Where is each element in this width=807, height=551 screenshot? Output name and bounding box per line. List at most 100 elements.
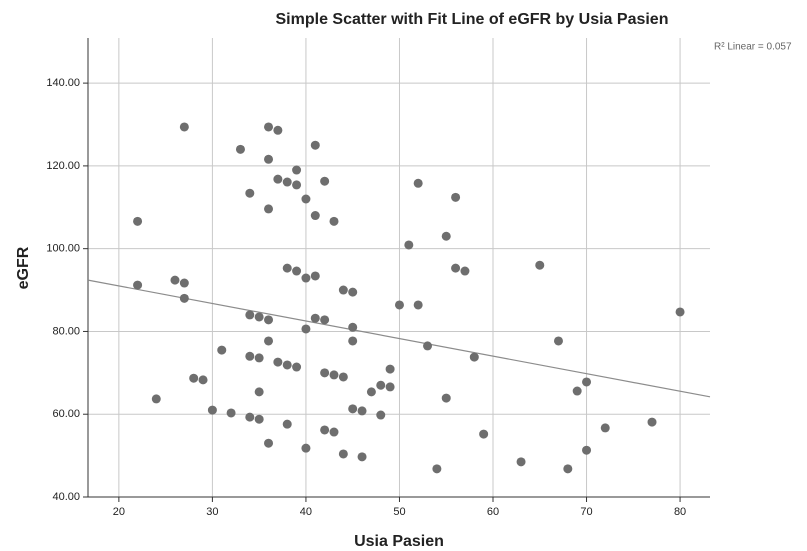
point — [404, 240, 414, 250]
point — [357, 406, 367, 416]
point — [301, 194, 311, 204]
point — [273, 174, 283, 184]
point — [469, 352, 479, 362]
point — [348, 336, 358, 346]
point — [198, 375, 208, 385]
x-axis-title: Usia Pasien — [354, 533, 444, 550]
r2-annotation: R² Linear = 0.057 — [714, 42, 792, 53]
point — [226, 408, 236, 418]
point — [264, 315, 274, 325]
point — [310, 140, 320, 150]
fit-line — [87, 279, 711, 398]
point — [170, 275, 180, 285]
point — [451, 192, 461, 202]
x-tick-label: 40 — [300, 506, 312, 518]
point — [582, 377, 592, 387]
point — [413, 178, 423, 188]
point — [292, 362, 302, 372]
point — [235, 144, 245, 154]
point — [516, 457, 526, 467]
point — [301, 324, 311, 334]
point — [413, 300, 423, 310]
point — [301, 273, 311, 283]
point — [553, 336, 563, 346]
y-axis-title: eGFR — [15, 246, 32, 289]
point — [348, 322, 358, 332]
point — [329, 427, 339, 437]
point — [264, 204, 274, 214]
point — [320, 315, 330, 325]
point — [647, 417, 657, 427]
point — [451, 263, 461, 273]
point — [179, 122, 189, 132]
point — [535, 260, 545, 270]
point — [254, 414, 264, 424]
point — [338, 449, 348, 459]
point — [394, 300, 404, 310]
point — [310, 271, 320, 281]
point — [385, 364, 395, 374]
point — [329, 370, 339, 380]
chart-title: Simple Scatter with Fit Line of eGFR by … — [276, 11, 669, 28]
point — [338, 372, 348, 382]
point — [245, 351, 255, 361]
point — [151, 394, 161, 404]
point — [366, 387, 376, 397]
point — [441, 231, 451, 241]
point — [563, 464, 573, 474]
point — [207, 405, 217, 415]
point — [320, 368, 330, 378]
point — [179, 278, 189, 288]
point — [675, 307, 685, 317]
point — [282, 360, 292, 370]
y-tick-label: 120.00 — [46, 160, 80, 172]
point — [301, 443, 311, 453]
point — [273, 125, 283, 135]
point — [338, 285, 348, 295]
x-tick-label: 80 — [674, 506, 686, 518]
point — [189, 373, 199, 383]
point — [348, 404, 358, 414]
point — [245, 412, 255, 422]
point — [245, 188, 255, 198]
point — [282, 419, 292, 429]
point — [357, 452, 367, 462]
point — [264, 154, 274, 164]
point — [264, 336, 274, 346]
x-tick-label: 30 — [206, 506, 218, 518]
point — [432, 464, 442, 474]
point — [217, 345, 227, 355]
point — [600, 423, 610, 433]
y-tick-label: 40.00 — [52, 491, 80, 503]
point — [320, 425, 330, 435]
point — [254, 353, 264, 363]
x-tick-label: 70 — [580, 506, 592, 518]
point — [292, 165, 302, 175]
point — [460, 266, 470, 276]
point — [441, 393, 451, 403]
point — [133, 280, 143, 290]
point — [329, 216, 339, 226]
point — [292, 180, 302, 190]
point — [423, 341, 433, 351]
point — [264, 122, 274, 132]
point — [479, 429, 489, 439]
y-tick-label: 100.00 — [46, 243, 80, 255]
point — [245, 310, 255, 320]
y-tick-label: 140.00 — [46, 77, 80, 89]
point — [376, 410, 386, 420]
point — [385, 382, 395, 392]
y-tick-label: 80.00 — [52, 325, 80, 337]
point — [348, 287, 358, 297]
x-tick-label: 50 — [393, 506, 405, 518]
point — [582, 445, 592, 455]
point — [282, 263, 292, 273]
point — [264, 438, 274, 448]
point — [273, 357, 283, 367]
point — [179, 293, 189, 303]
point — [254, 387, 264, 397]
point — [133, 216, 143, 226]
point — [310, 211, 320, 221]
point — [254, 312, 264, 322]
